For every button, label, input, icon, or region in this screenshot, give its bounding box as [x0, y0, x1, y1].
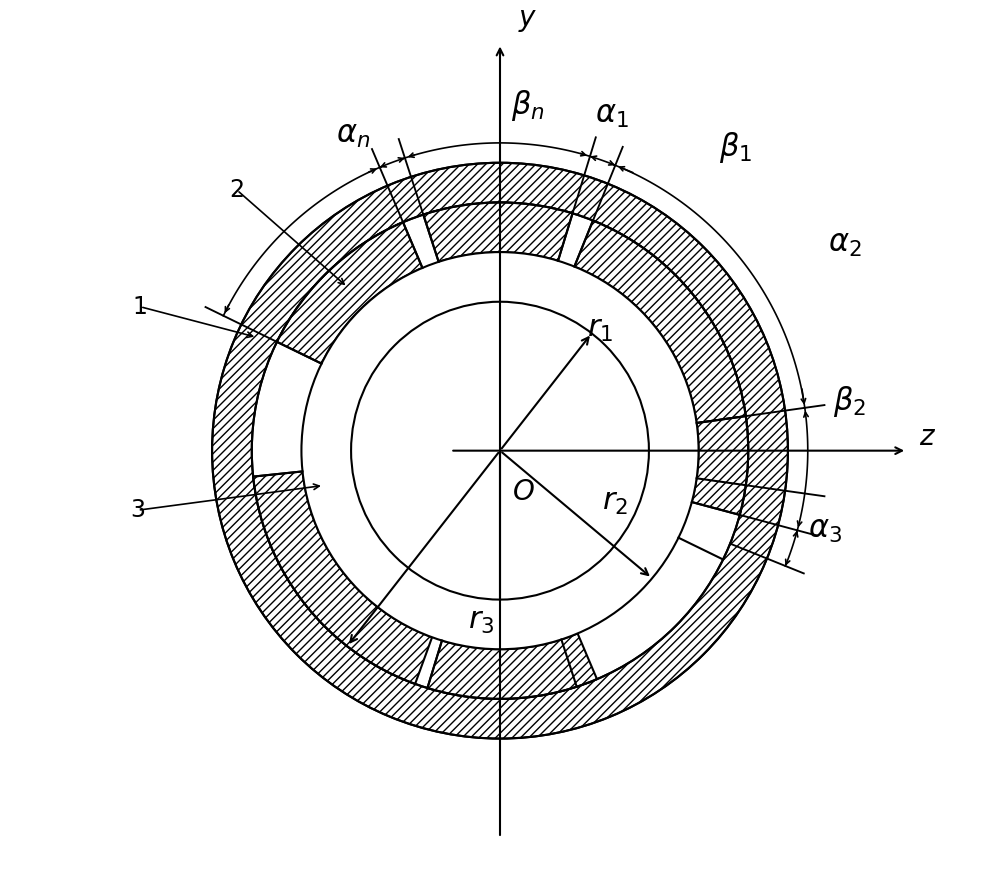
Wedge shape — [212, 163, 788, 739]
Text: $r_3$: $r_3$ — [468, 607, 494, 636]
Text: $\alpha_1$: $\alpha_1$ — [595, 101, 629, 130]
Text: $O$: $O$ — [512, 478, 535, 506]
Text: $\beta_1$: $\beta_1$ — [719, 130, 752, 165]
Text: $r_2$: $r_2$ — [602, 489, 628, 517]
Wedge shape — [692, 416, 748, 515]
Wedge shape — [253, 471, 432, 683]
Text: 3: 3 — [130, 498, 145, 523]
Text: $r_1$: $r_1$ — [587, 315, 613, 343]
Wedge shape — [574, 220, 746, 423]
Text: 1: 1 — [133, 295, 148, 319]
Text: 2: 2 — [229, 178, 244, 202]
Wedge shape — [427, 634, 597, 699]
Text: $z$: $z$ — [919, 423, 937, 451]
Text: $\alpha_2$: $\alpha_2$ — [828, 230, 861, 260]
Wedge shape — [423, 203, 573, 262]
Text: $y$: $y$ — [518, 6, 537, 34]
Text: $\alpha_n$: $\alpha_n$ — [336, 121, 371, 150]
Text: $\beta_2$: $\beta_2$ — [833, 384, 866, 419]
Circle shape — [301, 252, 699, 649]
Wedge shape — [252, 203, 748, 699]
Wedge shape — [277, 222, 422, 364]
Text: $\alpha_3$: $\alpha_3$ — [808, 516, 842, 545]
Circle shape — [162, 113, 838, 788]
Text: $\beta_n$: $\beta_n$ — [511, 88, 544, 123]
